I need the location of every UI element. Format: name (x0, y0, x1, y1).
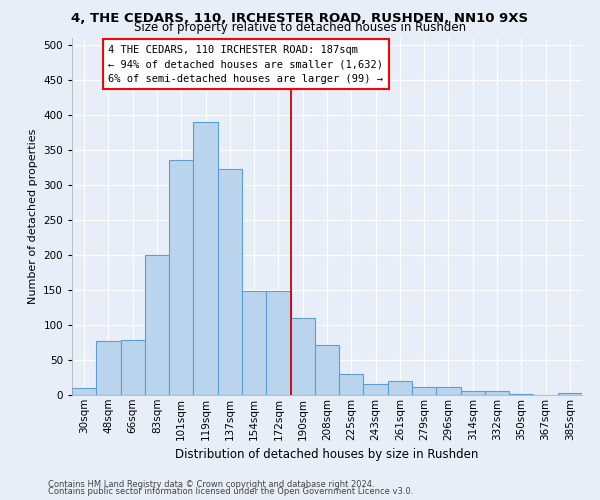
Bar (242, 292, 266, 395)
Bar (290, 318, 315, 395)
Bar (218, 170, 242, 395)
Text: 4, THE CEDARS, 110, IRCHESTER ROAD, RUSHDEN, NN10 9XS: 4, THE CEDARS, 110, IRCHESTER ROAD, RUSH… (71, 12, 529, 24)
Bar (315, 344, 339, 395)
Text: Size of property relative to detached houses in Rushden: Size of property relative to detached ho… (134, 22, 466, 35)
Bar (509, 394, 533, 395)
Bar (145, 255, 169, 395)
Bar (121, 340, 145, 395)
Bar (558, 393, 582, 395)
Bar (96, 341, 121, 395)
Bar (485, 392, 509, 395)
Bar (364, 384, 388, 395)
Bar (461, 392, 485, 395)
Bar (388, 381, 412, 395)
Bar (193, 122, 218, 395)
Text: 4 THE CEDARS, 110 IRCHESTER ROAD: 187sqm
← 94% of detached houses are smaller (1: 4 THE CEDARS, 110 IRCHESTER ROAD: 187sqm… (109, 44, 383, 84)
Bar (169, 160, 193, 395)
Y-axis label: Number of detached properties: Number of detached properties (28, 128, 38, 304)
Bar (266, 292, 290, 395)
Bar (339, 374, 364, 395)
Bar (412, 386, 436, 395)
Text: Contains public sector information licensed under the Open Government Licence v3: Contains public sector information licen… (48, 487, 413, 496)
Bar (436, 386, 461, 395)
X-axis label: Distribution of detached houses by size in Rushden: Distribution of detached houses by size … (175, 448, 479, 461)
Text: Contains HM Land Registry data © Crown copyright and database right 2024.: Contains HM Land Registry data © Crown c… (48, 480, 374, 489)
Bar (72, 388, 96, 395)
